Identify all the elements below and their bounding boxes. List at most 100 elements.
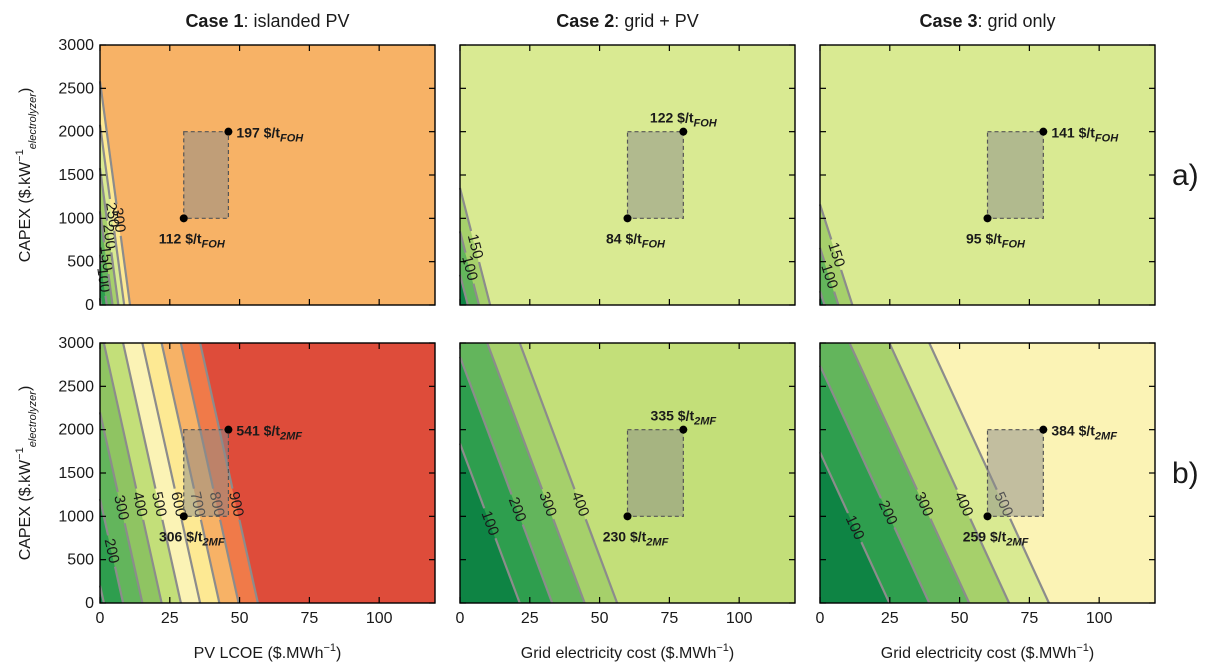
- contour-label: 100: [817, 262, 841, 291]
- contour-line: [458, 356, 513, 495]
- contour-line: [98, 412, 119, 493]
- range-box: [986, 429, 1044, 517]
- contour-line: [494, 537, 521, 604]
- contour-label: 100: [93, 266, 113, 293]
- row-label: a): [1172, 159, 1199, 192]
- y-tick-label: 0: [85, 595, 94, 612]
- cost-point-label: 84 $/tFOH: [606, 230, 666, 250]
- x-tick-label: 0: [96, 610, 105, 627]
- contour-line: [238, 519, 259, 604]
- contour-label: 200: [101, 537, 123, 565]
- cost-point-label: 306 $/t2MF: [159, 528, 225, 548]
- cost-point: [679, 425, 688, 434]
- contour-line: [142, 519, 163, 604]
- contour-line: [180, 519, 202, 604]
- x-tick-label: 50: [231, 610, 249, 627]
- range-box: [626, 429, 684, 517]
- cost-point: [224, 425, 233, 434]
- contour-label: 600: [167, 490, 189, 518]
- y-tick-label: 3000: [58, 335, 94, 352]
- range-box: [183, 131, 230, 219]
- contour-line: [113, 230, 126, 306]
- y-tick-label: 1500: [58, 167, 94, 184]
- cost-point-label: 384 $/t2MF: [1051, 423, 1117, 443]
- contour-line: [552, 518, 586, 604]
- contour-label: 300: [109, 206, 129, 233]
- contour-label: 200: [99, 223, 119, 250]
- contour-line: [848, 342, 919, 491]
- cost-point-label: 335 $/t2MF: [651, 408, 717, 428]
- x-tick-label: 100: [1086, 610, 1113, 627]
- contour-line: [458, 443, 486, 509]
- contour-line: [818, 204, 833, 240]
- x-axis-label: Grid electricity cost ($.MWh−1): [521, 642, 734, 662]
- range-box: [626, 131, 684, 219]
- x-tick-label: 50: [951, 610, 969, 627]
- contour-line: [98, 81, 118, 205]
- contour-line: [98, 167, 109, 221]
- contour-line: [928, 342, 998, 491]
- contour-line: [122, 342, 157, 489]
- contour-line: [929, 518, 971, 604]
- contour-label: 150: [824, 240, 848, 269]
- cost-point-label: 122 $/tFOH: [650, 110, 718, 130]
- contour-label: 300: [110, 494, 132, 522]
- y-axis-label: CAPEX ($.kW−1electrolyzer): [14, 88, 39, 263]
- contour-line: [458, 231, 467, 253]
- contour-line: [833, 291, 840, 306]
- contour-line: [860, 541, 891, 604]
- cost-point: [179, 214, 188, 223]
- range-box: [183, 429, 230, 517]
- contour-line: [458, 187, 473, 232]
- y-tick-label: 2500: [58, 378, 94, 395]
- contour-label: 150: [96, 245, 116, 272]
- row-label: b): [1172, 457, 1199, 490]
- cost-point-label: 230 $/t2MF: [603, 528, 669, 548]
- contour-line: [107, 273, 114, 306]
- cost-point-label: 197 $/tFOH: [236, 125, 304, 145]
- cost-point: [679, 127, 688, 136]
- contour-line: [119, 235, 132, 306]
- y-axis-label: CAPEX ($.kW−1electrolyzer): [14, 386, 39, 561]
- contour-line: [199, 519, 221, 604]
- contour-line: [893, 526, 931, 604]
- contour-label: 150: [464, 232, 487, 260]
- contour-line: [110, 252, 120, 306]
- contour-line: [818, 290, 826, 306]
- column-title: Case 1: islanded PV: [185, 11, 349, 31]
- contour-line: [123, 523, 144, 604]
- contour-line: [584, 518, 619, 604]
- cost-point-label: 112 $/tFOH: [159, 230, 226, 250]
- contour-line: [98, 498, 110, 536]
- column-title: Case 2: grid + PV: [556, 11, 699, 31]
- contour-line: [888, 342, 958, 491]
- x-tick-label: 100: [726, 610, 753, 627]
- cost-point: [179, 512, 188, 521]
- contour-label: 250: [102, 201, 122, 228]
- y-tick-label: 1000: [58, 210, 94, 227]
- contour-line: [478, 261, 492, 306]
- cost-point-label: 541 $/t2MF: [236, 423, 302, 443]
- contour-line: [102, 342, 138, 489]
- y-tick-label: 2500: [58, 80, 94, 97]
- x-tick-label: 25: [161, 610, 179, 627]
- x-tick-label: 50: [591, 610, 609, 627]
- contour-label: 400: [129, 490, 151, 518]
- contour-line: [819, 451, 850, 514]
- cost-point: [983, 512, 992, 521]
- contour-line: [486, 342, 544, 490]
- x-tick-label: 0: [816, 610, 825, 627]
- x-tick-label: 100: [366, 610, 393, 627]
- y-tick-label: 3000: [58, 37, 94, 54]
- cost-point-label: 259 $/t2MF: [963, 528, 1029, 548]
- contour-line: [113, 566, 125, 604]
- column-title: Case 3: grid only: [919, 11, 1055, 31]
- contour-line: [141, 342, 176, 489]
- contour-line: [1009, 518, 1050, 604]
- y-tick-label: 2000: [58, 124, 94, 141]
